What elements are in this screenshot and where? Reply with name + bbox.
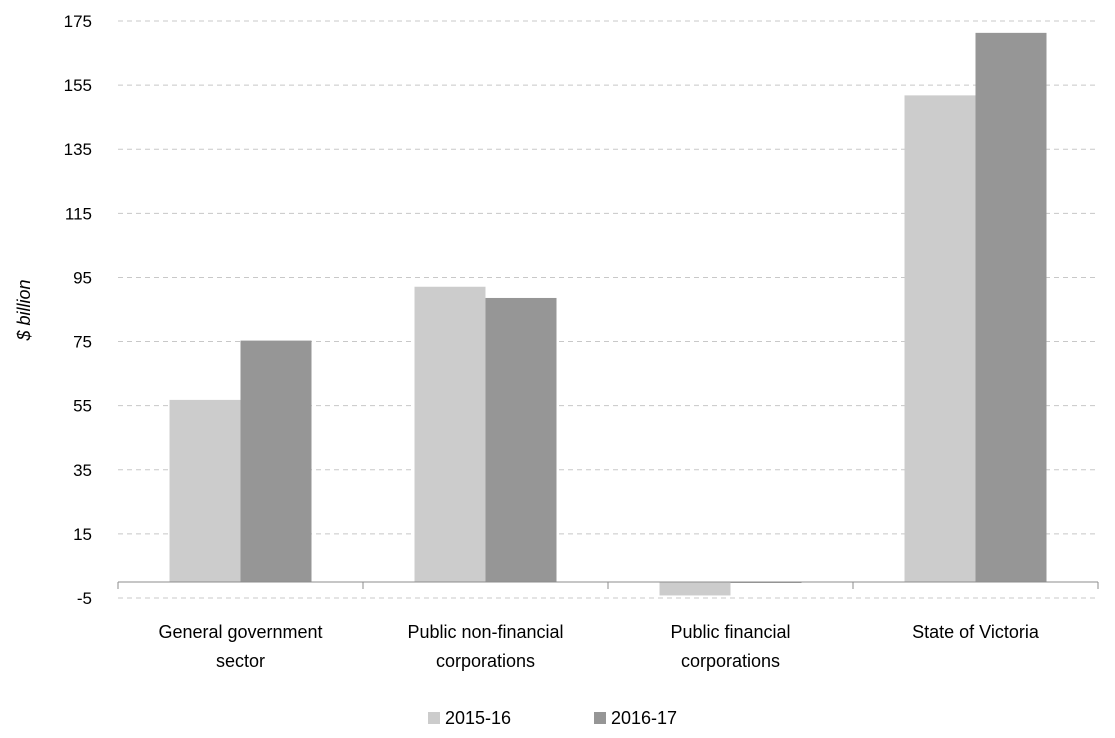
x-axis (118, 582, 1098, 589)
y-tick-label: 155 (64, 76, 92, 95)
legend-swatch (428, 712, 440, 724)
category-label: State of Victoria (912, 622, 1040, 642)
bar-2015-16-2 (660, 582, 731, 595)
y-axis-ticks: -5 15 35 55 75 95 115 135 155 175 (64, 12, 92, 608)
y-tick-label: 35 (73, 461, 92, 480)
bar-2015-16-3 (905, 95, 976, 582)
legend-item-2015-16: 2015-16 (428, 708, 511, 728)
y-tick-label: 75 (73, 333, 92, 352)
category-label: sector (216, 651, 265, 671)
y-tick-label: 175 (64, 12, 92, 31)
legend-label: 2015-16 (445, 708, 511, 728)
category-label: corporations (681, 651, 780, 671)
y-tick-label: 55 (73, 397, 92, 416)
legend-item-2016-17: 2016-17 (594, 708, 677, 728)
bar-2016-17-0 (241, 341, 312, 582)
category-label: General government (158, 622, 322, 642)
y-tick-label: 115 (65, 204, 92, 223)
y-axis-label: $ billion (14, 279, 34, 341)
category-label: Public financial (670, 622, 790, 642)
bar-2015-16-0 (170, 400, 241, 582)
bar-2016-17-1 (486, 298, 557, 582)
y-tick-label: 95 (73, 268, 92, 287)
y-tick-label: -5 (77, 589, 92, 608)
legend-swatch (594, 712, 606, 724)
legend: 2015-16 2016-17 (428, 708, 677, 728)
y-tick-label: 135 (64, 140, 92, 159)
bars (170, 33, 1047, 596)
y-tick-label: 15 (73, 525, 92, 544)
bar-2015-16-1 (415, 287, 486, 582)
category-label: corporations (436, 651, 535, 671)
legend-label: 2016-17 (611, 708, 677, 728)
category-label: Public non-financial (407, 622, 563, 642)
category-labels: General government sector Public non-finan… (158, 622, 1039, 671)
bar-2016-17-3 (976, 33, 1047, 582)
